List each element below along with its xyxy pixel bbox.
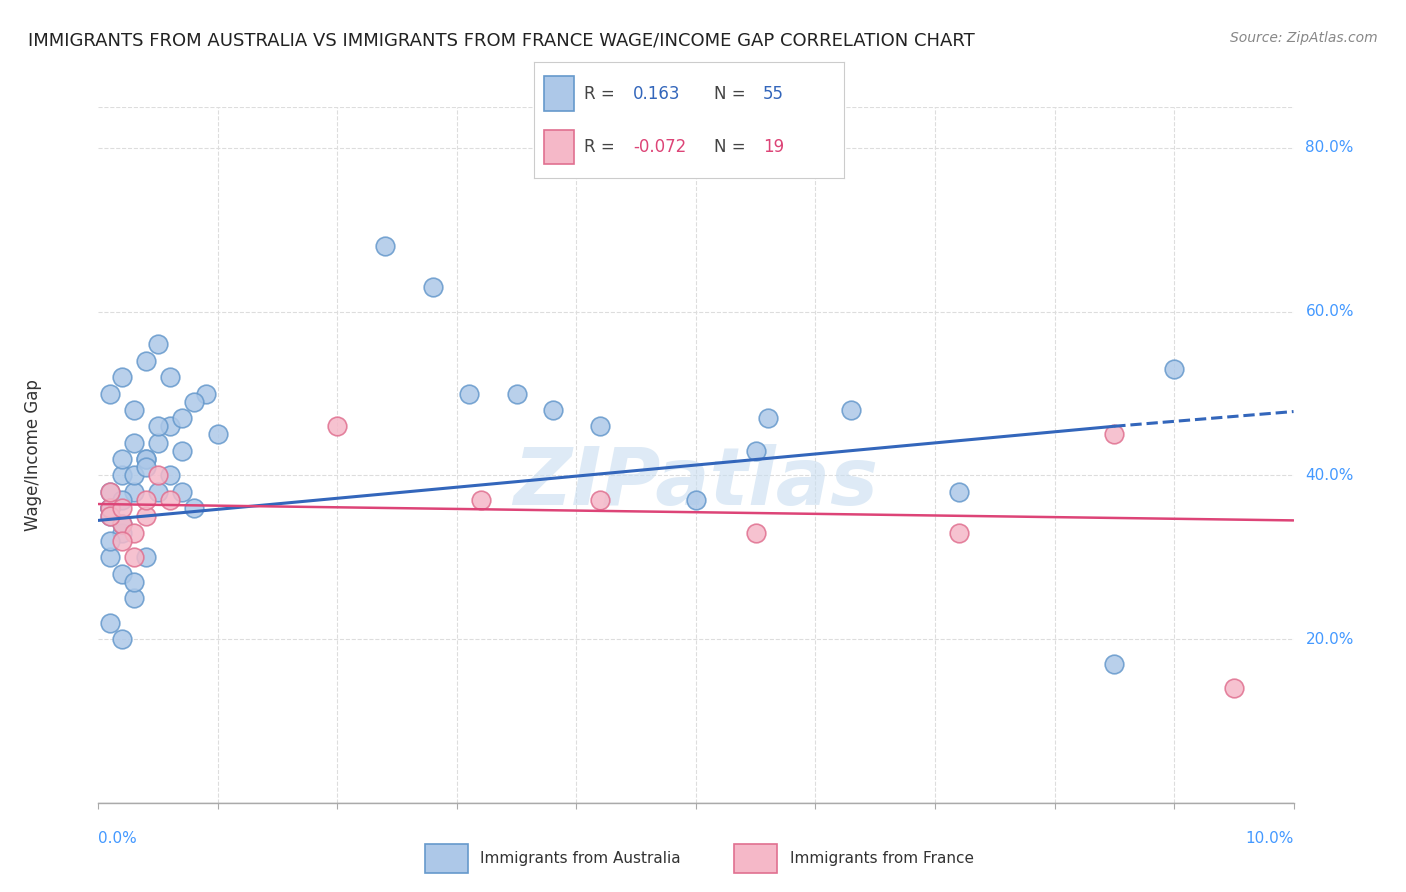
Point	[948, 484, 970, 499]
Point	[135, 492, 157, 507]
Point	[745, 443, 768, 458]
Text: R =: R =	[583, 85, 614, 103]
Text: IMMIGRANTS FROM AUSTRALIA VS IMMIGRANTS FROM FRANCE WAGE/INCOME GAP CORRELATION : IMMIGRANTS FROM AUSTRALIA VS IMMIGRANTS …	[28, 31, 974, 49]
Point	[111, 452, 134, 467]
Point	[124, 435, 146, 450]
Point	[135, 509, 157, 524]
Bar	[734, 844, 778, 873]
Point	[98, 550, 122, 565]
Point	[1223, 681, 1246, 696]
Point	[159, 468, 181, 483]
Bar	[544, 129, 575, 164]
Point	[98, 386, 122, 401]
Point	[135, 460, 157, 475]
Point	[98, 501, 122, 516]
Point	[745, 525, 768, 540]
Point	[1104, 657, 1126, 671]
Point	[470, 492, 492, 507]
Point	[124, 574, 146, 589]
Text: 80.0%: 80.0%	[1306, 140, 1354, 155]
Point	[111, 501, 134, 516]
Text: 10.0%: 10.0%	[1246, 831, 1294, 846]
Point	[98, 484, 122, 499]
Text: N =: N =	[714, 85, 745, 103]
Point	[1163, 362, 1185, 376]
Point	[135, 452, 157, 467]
Point	[841, 403, 863, 417]
Point	[756, 411, 779, 425]
Point	[541, 403, 564, 417]
Point	[124, 468, 146, 483]
Point	[148, 337, 170, 351]
Point	[148, 484, 170, 499]
Point	[111, 468, 134, 483]
Point	[124, 525, 146, 540]
Text: 20.0%: 20.0%	[1306, 632, 1354, 647]
Point	[374, 239, 396, 253]
Point	[326, 419, 349, 434]
Point	[111, 525, 134, 540]
Point	[124, 484, 146, 499]
Text: 19: 19	[763, 138, 785, 156]
Point	[159, 492, 181, 507]
Text: R =: R =	[583, 138, 614, 156]
Text: Source: ZipAtlas.com: Source: ZipAtlas.com	[1230, 31, 1378, 45]
Point	[183, 394, 205, 409]
Point	[159, 370, 181, 384]
Point	[183, 501, 205, 516]
Text: 0.163: 0.163	[633, 85, 681, 103]
Point	[111, 517, 134, 532]
Text: Immigrants from France: Immigrants from France	[790, 851, 973, 866]
Point	[172, 484, 194, 499]
Point	[135, 353, 157, 368]
Text: Wage/Income Gap: Wage/Income Gap	[24, 379, 42, 531]
Point	[124, 403, 146, 417]
Point	[111, 533, 134, 548]
Point	[98, 484, 122, 499]
Text: 55: 55	[763, 85, 785, 103]
Point	[98, 509, 122, 524]
Point	[98, 533, 122, 548]
Text: 60.0%: 60.0%	[1306, 304, 1354, 319]
Point	[111, 370, 134, 384]
Point	[148, 468, 170, 483]
Point	[194, 386, 218, 401]
Point	[458, 386, 481, 401]
Point	[98, 501, 122, 516]
Point	[148, 435, 170, 450]
Point	[124, 550, 146, 565]
Point	[135, 452, 157, 467]
Text: ZIPatlas: ZIPatlas	[513, 443, 879, 522]
Point	[1104, 427, 1126, 442]
Point	[124, 591, 146, 606]
Point	[589, 492, 612, 507]
Point	[111, 492, 134, 507]
Point	[111, 517, 134, 532]
Text: -0.072: -0.072	[633, 138, 686, 156]
Point	[422, 280, 444, 294]
Point	[148, 419, 170, 434]
Point	[589, 419, 612, 434]
Point	[506, 386, 529, 401]
Bar	[544, 77, 575, 112]
Point	[159, 419, 181, 434]
Point	[98, 501, 122, 516]
Point	[135, 550, 157, 565]
Point	[948, 525, 970, 540]
Point	[98, 509, 122, 524]
Point	[111, 566, 134, 581]
Point	[111, 632, 134, 646]
Point	[685, 492, 707, 507]
Text: Immigrants from Australia: Immigrants from Australia	[481, 851, 681, 866]
Point	[98, 615, 122, 630]
Point	[98, 501, 122, 516]
Point	[172, 411, 194, 425]
Bar	[425, 844, 468, 873]
Text: N =: N =	[714, 138, 745, 156]
Point	[172, 443, 194, 458]
Text: 40.0%: 40.0%	[1306, 468, 1354, 483]
Point	[207, 427, 229, 442]
Text: 0.0%: 0.0%	[98, 831, 138, 846]
